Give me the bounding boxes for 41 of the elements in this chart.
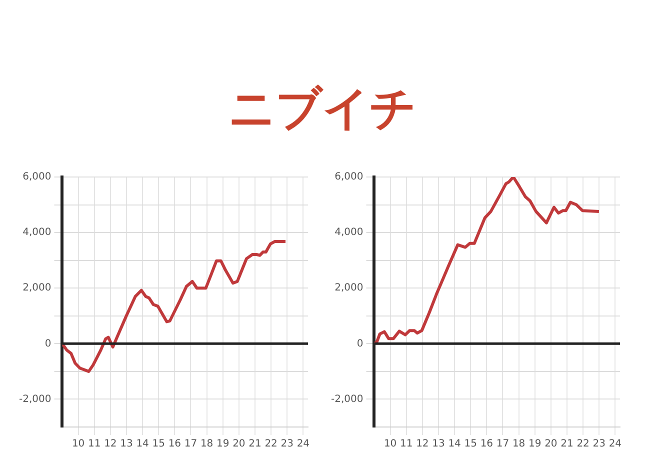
x-tick-label: 21: [248, 438, 262, 450]
y-tick-label: 0: [356, 338, 364, 350]
x-tick-label: 18: [200, 438, 214, 450]
y-tick-label: -2,000: [330, 394, 364, 405]
x-tick-label: 14: [136, 438, 149, 450]
y-tick-label: 4,000: [334, 227, 364, 238]
x-tick-label: 13: [432, 438, 445, 450]
y-tick-label: 0: [44, 338, 52, 350]
x-tick-label: 19: [528, 438, 542, 450]
x-tick-label: 18: [512, 438, 526, 450]
x-tick-label: 10: [72, 438, 85, 450]
x-tick-label: 22: [264, 438, 278, 450]
y-tick-label: 2,000: [334, 282, 364, 294]
y-tick-label: 4,000: [22, 227, 52, 238]
x-tick-label: 11: [400, 438, 413, 450]
x-tick-label: 14: [448, 438, 461, 450]
x-tick-label: 13: [120, 438, 133, 450]
y-tick-label: 6,000: [22, 172, 52, 183]
x-tick-label: 20: [544, 438, 558, 450]
x-tick-label: 20: [232, 438, 246, 450]
y-tick-label: 2,000: [22, 282, 52, 294]
x-tick-label: 12: [416, 438, 429, 450]
x-tick-label: 15: [464, 438, 477, 450]
x-tick-label: 17: [184, 438, 198, 450]
x-tick-label: 24: [296, 438, 310, 450]
y-tick-label: 6,000: [334, 172, 364, 183]
x-tick-label: 17: [496, 438, 510, 450]
x-tick-label: 16: [480, 438, 494, 450]
y-tick-label: -2,000: [18, 394, 52, 405]
x-tick-label: 21: [560, 438, 574, 450]
x-tick-label: 12: [104, 438, 117, 450]
x-tick-label: 24: [608, 438, 622, 450]
x-tick-label: 16: [168, 438, 182, 450]
x-tick-label: 23: [280, 438, 294, 450]
x-tick-label: 19: [216, 438, 230, 450]
x-tick-label: 10: [384, 438, 397, 450]
x-tick-label: 23: [592, 438, 606, 450]
x-tick-label: 15: [152, 438, 165, 450]
x-tick-label: 22: [576, 438, 590, 450]
chart-title: ニブイチ: [228, 80, 418, 137]
x-tick-label: 11: [88, 438, 101, 450]
